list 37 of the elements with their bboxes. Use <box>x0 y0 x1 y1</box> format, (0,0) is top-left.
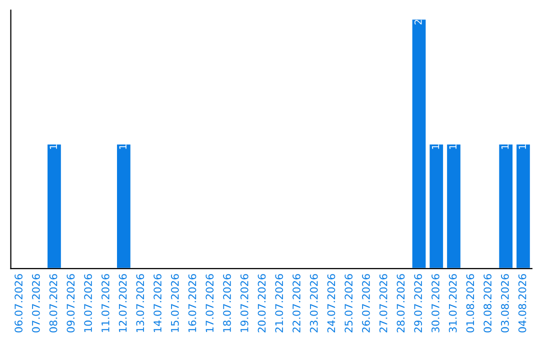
x-tick-label: 11.07.2026 <box>101 274 110 332</box>
x-tick-label: 01.08.2026 <box>466 274 474 332</box>
x-tick-label: 21.07.2026 <box>275 274 284 332</box>
data-label: 1 <box>432 144 440 149</box>
x-tick-label: 09.07.2026 <box>66 274 75 332</box>
x-tick-label: 28.07.2026 <box>396 274 405 332</box>
x-tick-label: 20.07.2026 <box>258 274 266 332</box>
x-tick-label: 16.07.2026 <box>188 274 196 332</box>
x-tick-label: 18.07.2026 <box>223 274 231 332</box>
data-label: 1 <box>501 144 509 149</box>
x-tick-label: 17.07.2026 <box>206 274 214 332</box>
x-tick-label: 29.07.2026 <box>414 274 422 332</box>
x-tick-label: 13.07.2026 <box>136 274 144 332</box>
x-tick-label: 31.07.2026 <box>448 274 457 332</box>
x-tick-label: 10.07.2026 <box>84 274 92 332</box>
x-tick-label: 24.07.2026 <box>327 274 336 332</box>
x-tick-label: 30.07.2026 <box>432 274 440 332</box>
x-tick-label: 25.07.2026 <box>344 274 353 332</box>
data-label: 1 <box>449 144 456 149</box>
x-tick-label: 02.08.2026 <box>484 274 492 332</box>
data-label: 1 <box>119 144 126 149</box>
x-tick-label: 15.07.2026 <box>170 274 179 332</box>
x-tick-label: 22.07.2026 <box>292 274 300 332</box>
x-tick-label: 26.07.2026 <box>362 274 370 332</box>
data-label: 2 <box>414 20 422 24</box>
data-label: 1 <box>518 144 526 149</box>
data-label: 1 <box>50 144 57 149</box>
x-tick-label: 04.08.2026 <box>518 274 526 332</box>
x-tick-label: 12.07.2026 <box>118 274 127 332</box>
x-tick-label: 14.07.2026 <box>154 274 162 332</box>
x-tick-label: 23.07.2026 <box>310 274 318 332</box>
x-tick-label: 06.07.2026 <box>14 274 23 332</box>
x-tick-label: 27.07.2026 <box>379 274 388 332</box>
x-tick-label: 19.07.2026 <box>240 274 248 332</box>
x-tick-label: 03.08.2026 <box>500 274 509 332</box>
x-tick-label: 07.07.2026 <box>32 274 40 332</box>
x-tick-label: 08.07.2026 <box>49 274 58 332</box>
